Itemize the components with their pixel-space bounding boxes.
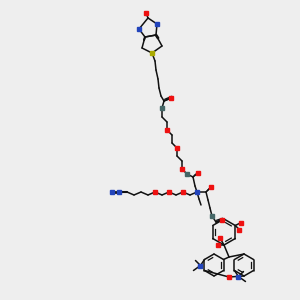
Bar — [150, 51, 154, 55]
Bar — [199, 263, 203, 268]
Bar — [216, 243, 220, 247]
Bar — [165, 128, 169, 132]
Bar — [155, 22, 159, 26]
Bar — [195, 190, 199, 194]
Bar — [137, 27, 141, 31]
Bar — [196, 171, 200, 175]
Bar — [180, 167, 184, 171]
Bar — [220, 218, 224, 222]
Bar — [110, 190, 114, 194]
Bar — [144, 11, 148, 15]
Bar — [160, 106, 164, 110]
Bar — [209, 185, 213, 189]
Bar — [181, 190, 185, 194]
Bar — [117, 190, 121, 194]
Bar — [153, 190, 157, 194]
Bar — [239, 220, 243, 224]
Bar — [175, 146, 179, 150]
Bar — [237, 227, 241, 232]
Bar — [185, 172, 189, 176]
Bar — [167, 190, 171, 194]
Bar — [169, 96, 173, 100]
Bar — [227, 275, 231, 279]
Bar — [236, 274, 241, 278]
Bar — [210, 214, 214, 218]
Bar — [218, 236, 222, 240]
